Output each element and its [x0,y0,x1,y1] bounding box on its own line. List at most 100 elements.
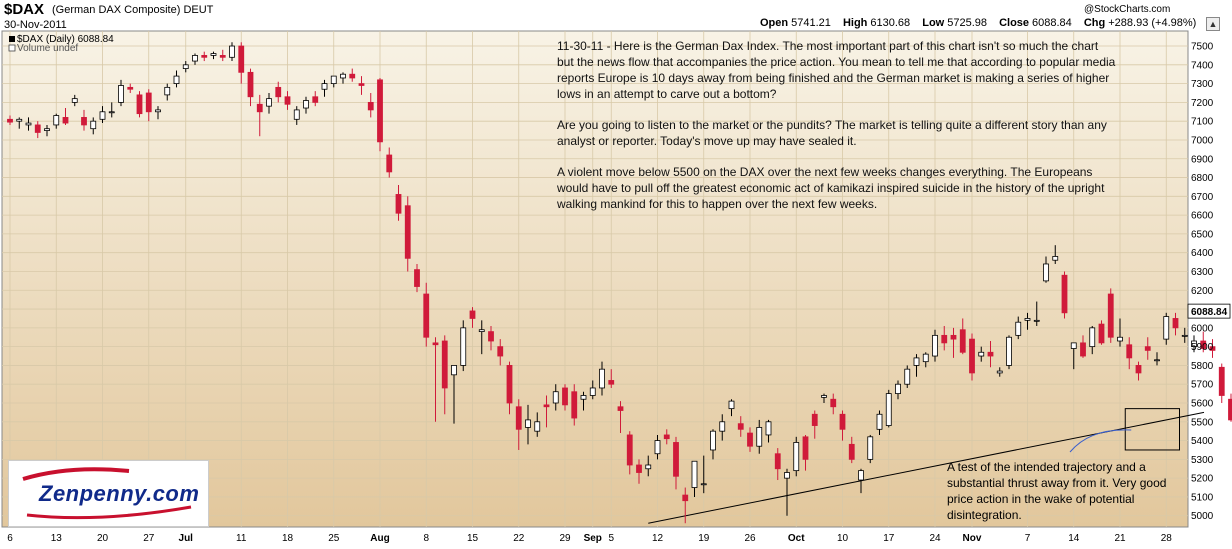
candle-body [44,128,50,131]
last-price-label: 6088.84 [1191,307,1228,318]
candle-body [423,293,430,338]
x-tick-label: Jul [179,533,194,544]
candle-body [404,205,411,259]
candle-body [1126,344,1133,359]
candle [663,429,670,445]
candle-body [1015,321,1022,336]
candle-body [1089,327,1096,348]
candle-body [192,55,198,62]
up-arrow-icon[interactable]: ▲ [1206,17,1220,31]
candle-body [608,380,615,385]
candle-body [589,387,596,396]
exchange-code: DEUT [183,4,214,16]
candle-body [1080,342,1086,357]
candle [488,325,494,351]
candle [451,365,457,424]
candle [737,416,744,437]
candle [90,117,97,135]
candle [1200,331,1207,353]
x-tick-label: 10 [837,533,849,544]
note-paragraph-1: 11-30-11 - Here is the German Dax Index.… [557,39,1116,101]
candle [62,108,69,125]
candle-body [811,413,818,426]
candle-body [1154,359,1160,362]
candle [654,434,661,460]
candle-body [858,470,864,481]
price-chart: 5000 5100 5200 5300 5400 5500 5600 5700 5800 5900… [1,30,1232,544]
x-tick-label: 17 [883,533,895,544]
candle-body [876,413,883,430]
candle-body [525,419,531,428]
candle [395,185,402,221]
candle [303,96,309,114]
candle-body [238,45,245,73]
candle [765,419,772,443]
candle [1209,339,1216,358]
x-tick-label: 18 [282,533,294,544]
candle [312,91,319,107]
candle-body [941,334,948,344]
candle [506,361,513,415]
x-tick-label: 24 [929,533,941,544]
candle-body [1191,340,1197,348]
y-tick-label: 5400 [1191,436,1214,447]
candle [99,106,106,124]
candle [996,367,1003,377]
candle-body [543,404,550,408]
candle [515,399,522,450]
candle [534,412,541,437]
candle [728,399,735,417]
x-tick-label: 13 [51,533,63,544]
candle [1033,301,1040,326]
y-tick-label: 6300 [1191,267,1214,278]
candle [932,329,938,362]
candle-body [1052,256,1059,261]
candle [1172,312,1179,336]
open-value: 5741.21 [791,17,831,29]
y-tick-label: 7300 [1191,79,1214,90]
candle [404,196,411,272]
candle-body [53,115,60,126]
candle [1089,325,1096,355]
y-tick-label: 7000 [1191,135,1214,146]
candle [7,115,13,125]
y-tick-label: 6000 [1191,323,1214,334]
x-tick-label: 22 [513,533,525,544]
candle-body [839,413,846,430]
candle-body [1006,336,1012,366]
candle [414,263,420,293]
candle [950,327,957,358]
candle [895,380,901,400]
candle-body [349,73,356,79]
candle-body [451,365,457,376]
candle-body [1200,340,1207,349]
candle [469,307,476,328]
candle-body [210,53,217,56]
candle-body [617,406,624,411]
candle-body [219,55,226,58]
note-paragraph-2: Are you going to listen to the market or… [557,118,1107,148]
candle-body [182,64,189,69]
candle-body [164,86,171,96]
candle [266,93,272,114]
candle-body [256,103,263,113]
candle-body [469,310,476,319]
y-tick-label: 6600 [1191,211,1214,222]
candle-body [62,117,69,124]
x-tick-label: 19 [698,533,710,544]
candle [386,147,393,178]
candle [608,369,615,388]
plot-background [1,30,1189,528]
candle [682,487,689,524]
candle [349,68,356,82]
candle-body [1144,346,1151,351]
candle [867,434,874,464]
candle-body [802,436,809,460]
candle-body [1209,346,1216,351]
candle-body [1218,366,1225,396]
candle [599,361,605,396]
x-tick-label: 15 [467,533,479,544]
candle [81,109,87,131]
candle-body [108,111,115,114]
candle-body [478,329,485,333]
